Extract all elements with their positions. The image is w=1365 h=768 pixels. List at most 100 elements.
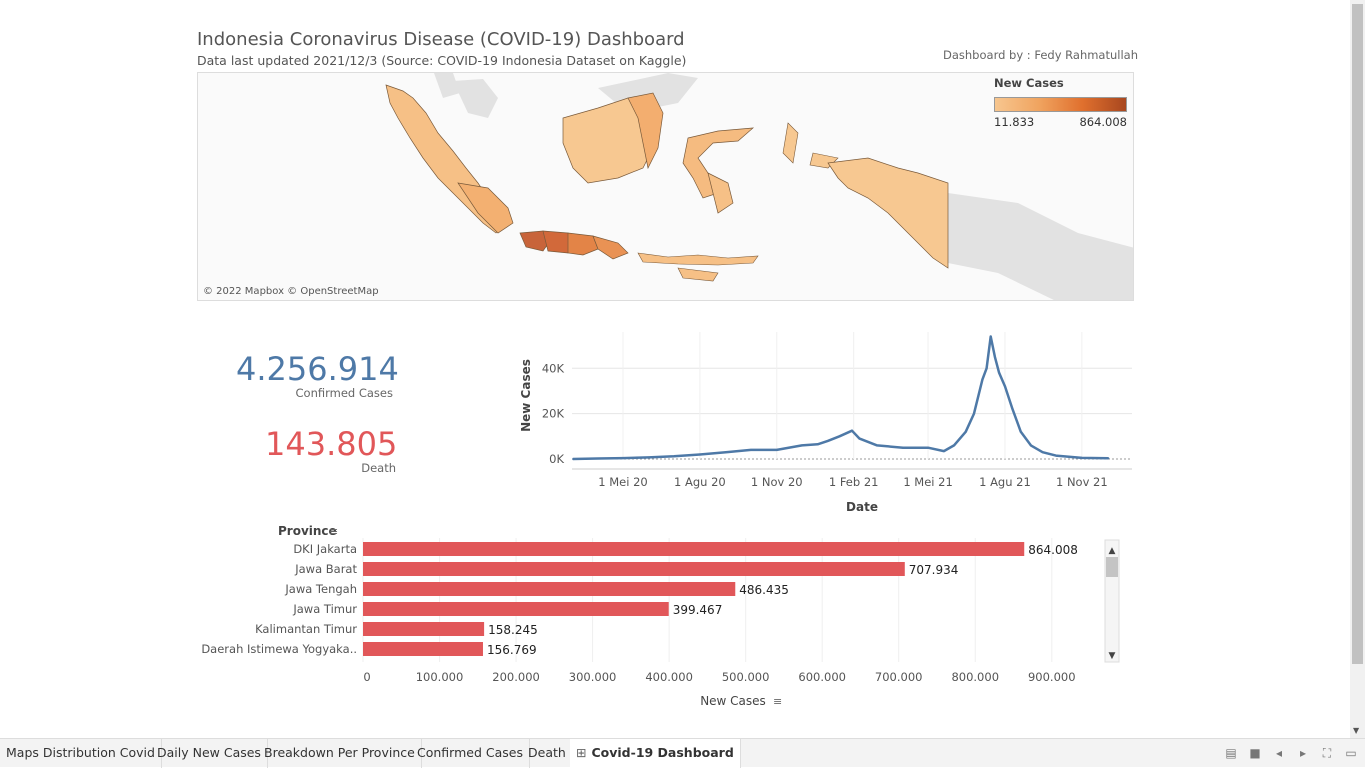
- province-label: Jawa Timur: [292, 602, 357, 616]
- new-cases-point: [1041, 451, 1044, 453]
- nusa-tenggara-islands: [637, 252, 759, 266]
- confirmed-cases-value: 4.256.914: [236, 350, 399, 388]
- scroll-up-icon[interactable]: ▲: [1109, 546, 1116, 556]
- death-label: Death: [361, 461, 396, 475]
- province-breakdown-chart[interactable]: Province≡0 100.000 200.000 300.000 400.000 50…: [195, 520, 1145, 720]
- new-cases-line[interactable]: [572, 335, 1109, 461]
- y-tick-label: 40K: [542, 361, 565, 375]
- vertical-scrollbar[interactable]: ▼: [1350, 0, 1365, 738]
- new-cases-point: [826, 440, 829, 442]
- new-cases-point: [597, 457, 599, 460]
- presentation-icon[interactable]: ▤: [1225, 746, 1237, 760]
- bar-value-label: 158.245: [488, 623, 538, 637]
- sumatra-west-land: [434, 73, 460, 98]
- province-bar[interactable]: [363, 602, 669, 616]
- legend-range: 11.833 864.008: [994, 115, 1127, 129]
- x-tick-label: 1 Agu 20: [674, 475, 726, 489]
- new-cases-point: [989, 335, 992, 338]
- confirmed-cases-label: Confirmed Cases: [295, 386, 394, 400]
- province-label: Jawa Barat: [294, 562, 357, 576]
- dashboard-canvas: Indonesia Coronavirus Disease (COVID-19)…: [195, 29, 1145, 720]
- new-cases-point: [858, 437, 861, 440]
- new-cases-point: [943, 450, 945, 452]
- next-sheet-icon[interactable]: ▸: [1299, 746, 1307, 760]
- sulawesi-province: [682, 127, 755, 199]
- tab-death[interactable]: Death: [522, 739, 573, 768]
- tab-covid-dashboard-label: Covid-19 Dashboard: [591, 745, 734, 760]
- province-bar[interactable]: [363, 582, 736, 596]
- new-cases-point: [673, 455, 675, 458]
- new-cases-point: [1081, 457, 1083, 459]
- new-cases-point: [1030, 444, 1032, 447]
- x-tick-label: 1 Mei 20: [598, 475, 647, 489]
- x-tick-label: 0: [363, 670, 370, 684]
- province-label: Daerah Istimewa Yogyaka..: [201, 642, 357, 656]
- bar-value-label: 399.467: [673, 603, 723, 617]
- map-legend: New Cases 11.833 864.008: [994, 76, 1133, 129]
- new-cases-point: [985, 367, 988, 370]
- legend-title: New Cases: [994, 76, 1064, 90]
- dashboard-grid-icon: ⊞: [576, 745, 587, 760]
- new-cases-point: [1055, 454, 1057, 457]
- jawa-timur-province: [592, 235, 629, 260]
- x-tick-label: 200.000: [492, 670, 540, 684]
- new-cases-point: [1020, 430, 1022, 433]
- bar-value-label: 864.008: [1028, 543, 1078, 557]
- daily-new-cases-chart[interactable]: 0K 20K 40K 1 Mei 20 1 Agu 20 1 Nov 20 1 Feb 21…: [500, 322, 1140, 522]
- new-cases-point: [648, 456, 650, 459]
- sort-icon[interactable]: ≡: [773, 695, 782, 708]
- x-axis-title: Date: [846, 500, 878, 514]
- new-cases-point: [851, 429, 853, 432]
- x-tick-label: 400.000: [645, 670, 693, 684]
- new-cases-point: [775, 449, 778, 451]
- x-tick-label: 1 Nov 20: [751, 475, 803, 489]
- x-axis-title: New Cases: [700, 694, 766, 708]
- province-bar[interactable]: [363, 622, 485, 636]
- x-tick-label: 900.000: [1028, 670, 1076, 684]
- legend-gradient: [994, 97, 1127, 112]
- scroll-down-icon[interactable]: ▼: [1353, 726, 1360, 735]
- tab-covid-dashboard[interactable]: ⊞ Covid-19 Dashboard: [570, 739, 741, 768]
- prev-sheet-icon[interactable]: ◂: [1275, 746, 1283, 760]
- province-label: Jawa Tengah: [284, 582, 357, 596]
- new-cases-point: [973, 412, 975, 415]
- tab-daily-new-cases[interactable]: Daily New Cases: [151, 739, 268, 768]
- province-bar[interactable]: [363, 562, 905, 576]
- new-cases-point: [750, 449, 752, 451]
- page-subtitle: Data last updated 2021/12/3 (Source: COV…: [197, 53, 687, 68]
- x-tick-label: 100.000: [416, 670, 464, 684]
- sort-icon[interactable]: ≡: [329, 525, 338, 538]
- map-credit: © 2022 Mapbox © OpenStreetMap: [203, 286, 379, 297]
- sumatra-south-province: [457, 182, 514, 234]
- fit-icon[interactable]: ⛶: [1322, 746, 1332, 760]
- map-shapes: [385, 73, 1133, 300]
- scroll-down-icon[interactable]: ▼: [1109, 651, 1116, 661]
- author-credit: Dashboard by : Fedy Rahmatullah: [943, 48, 1139, 62]
- x-tick-label: 1 Nov 21: [1056, 475, 1108, 489]
- indonesia-map[interactable]: © 2022 Mapbox © OpenStreetMap New Cases …: [197, 72, 1134, 301]
- x-tick-label: 700.000: [875, 670, 923, 684]
- new-cases-point: [699, 453, 701, 456]
- stop-icon[interactable]: ■: [1249, 746, 1261, 760]
- x-tick-label: 500.000: [722, 670, 770, 684]
- page-title: Indonesia Coronavirus Disease (COVID-19)…: [197, 29, 685, 50]
- province-bar[interactable]: [363, 642, 483, 656]
- timor-island: [677, 267, 719, 282]
- png-land: [948, 193, 1133, 300]
- new-cases-point: [1107, 457, 1110, 460]
- new-cases-point: [927, 446, 929, 449]
- scrollbar-thumb[interactable]: [1352, 4, 1363, 664]
- tab-confirmed-cases[interactable]: Confirmed Cases: [411, 739, 530, 768]
- x-tick-label: 600.000: [798, 670, 846, 684]
- new-cases-point: [1004, 385, 1006, 388]
- tab-breakdown-per-province[interactable]: Breakdown Per Province: [258, 739, 422, 768]
- new-cases-point: [953, 444, 955, 447]
- y-tick-label: 20K: [542, 407, 565, 421]
- bar-list-scroll-thumb[interactable]: [1106, 557, 1118, 577]
- new-cases-point: [724, 451, 727, 453]
- device-preview-icon[interactable]: ▭: [1345, 746, 1357, 760]
- x-tick-label: 1 Feb 21: [829, 475, 879, 489]
- new-cases-point: [816, 443, 819, 446]
- tab-maps-distribution[interactable]: Maps Distribution Covid: [0, 739, 162, 768]
- province-bar[interactable]: [363, 542, 1025, 556]
